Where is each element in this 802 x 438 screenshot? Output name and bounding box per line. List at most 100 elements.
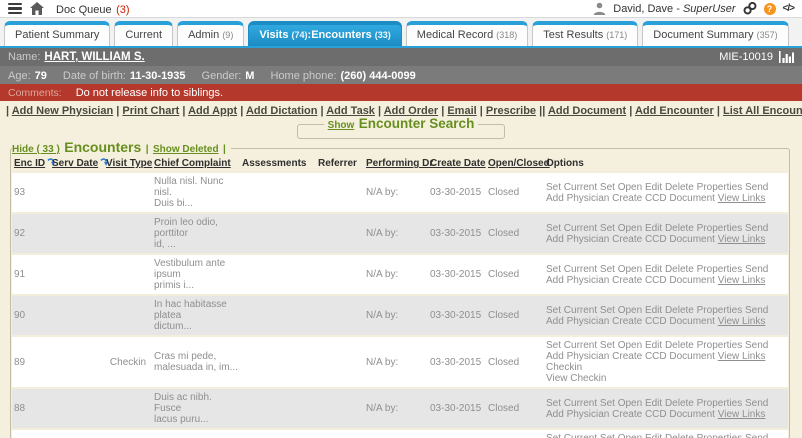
cell-options[interactable]: Set Current Set Open Edit Delete Propert… — [544, 388, 788, 429]
option-actions-line2[interactable]: Add Physician Create CCD Document — [546, 351, 718, 362]
tab-medical-record[interactable]: Medical Record (318) — [405, 21, 529, 46]
hamburger-menu-icon[interactable] — [8, 2, 22, 15]
column-header-enc-id[interactable]: Enc ID — [12, 157, 56, 172]
cell-options[interactable]: Set Current Set Open Edit Delete Propert… — [544, 429, 788, 438]
action-prescribe[interactable]: Prescribe — [485, 105, 537, 117]
tab-patient-summary[interactable]: Patient Summary — [4, 21, 111, 46]
cell-referrer — [316, 254, 364, 295]
permalink-chain-icon[interactable] — [743, 2, 757, 15]
cell-assessments — [240, 254, 316, 295]
action-list-all-encounters[interactable]: List All Encounters — [723, 105, 802, 117]
action-print-chart[interactable]: Print Chart — [122, 105, 180, 117]
option-actions-line1[interactable]: Set Current Set Open Edit Delete Propert… — [546, 304, 769, 316]
action-add-document[interactable]: Add Document — [547, 105, 627, 117]
option-actions-line2[interactable]: Add Physician Create CCD Document — [546, 233, 718, 245]
option-actions-line1[interactable]: Set Current Set Open Edit Delete Propert… — [546, 340, 769, 351]
code-icon[interactable]: </> — [782, 3, 796, 14]
encounter-row-88: 88 Duis ac nibh. Fusce lacus puru... N/A by… — [12, 388, 788, 429]
cell-referrer — [316, 336, 364, 388]
column-header-performing-dr-[interactable]: Performing Dr. — [366, 158, 436, 169]
view-links-link[interactable]: View Links — [717, 274, 766, 286]
action-add-order[interactable]: Add Order — [383, 105, 439, 117]
encounters-title: Encounters — [64, 139, 142, 155]
option-actions-line2[interactable]: Add Physician Create CCD Document — [546, 192, 718, 204]
cell-visit-type: Checkin — [109, 356, 147, 368]
doc-queue-count: (3) — [116, 3, 130, 16]
view-links-link[interactable]: View Links — [717, 192, 766, 204]
option-view-checkin[interactable]: View Checkin — [546, 373, 607, 384]
action-add-encounter[interactable]: Add Encounter — [634, 105, 714, 117]
doc-queue-title: Doc Queue — [56, 3, 112, 16]
tab-document-summary[interactable]: Document Summary (357) — [642, 21, 789, 46]
tab-bar: Patient Summary Current Admin (9) Visits (7… — [0, 18, 802, 48]
option-actions-line2[interactable]: Add Physician Create CCD Document — [546, 408, 718, 420]
cell-enc-id: 93 — [14, 187, 26, 198]
cell-options[interactable]: Set Current Set Open Edit Delete Propert… — [544, 213, 788, 254]
age-value: 79 — [34, 70, 47, 82]
comments-text: Do not release info to siblings. — [75, 86, 224, 99]
option-actions-line1[interactable]: Set Current Set Open Edit Delete Propert… — [546, 222, 769, 234]
view-links-link[interactable]: View Links — [717, 351, 766, 362]
cell-chief-complaint: Nulla nisl. Nunc nisl. Duis bi... — [154, 176, 224, 209]
view-links-link[interactable]: View Links — [717, 408, 766, 420]
cell-visit-type — [104, 254, 152, 295]
cell-serv-date — [50, 388, 104, 429]
home-icon[interactable] — [30, 2, 44, 15]
help-icon[interactable]: ? — [763, 2, 776, 15]
cell-enc-id: 87 — [12, 429, 50, 438]
cell-referrer — [316, 295, 364, 336]
cell-options[interactable]: Set Current Set Open Edit Delete Propert… — [544, 254, 788, 295]
option-actions-line2[interactable]: Add Physician Create CCD Document — [546, 315, 718, 327]
show-search-link[interactable]: Show — [327, 120, 355, 131]
column-header-create-date[interactable]: Create Date — [430, 158, 486, 169]
cell-options[interactable]: Set Current Set Open Edit Delete Propert… — [544, 336, 788, 388]
column-header-serv-date[interactable]: Serv Date — [50, 157, 109, 172]
tab-test-results[interactable]: Test Results (171) — [532, 21, 639, 46]
tab-visits-encounters[interactable]: Visits (74):Encounters (33) — [248, 21, 402, 46]
sort-arrow-icon[interactable] — [47, 158, 56, 167]
column-header-chief-complaint[interactable]: Chief Complaint — [154, 158, 231, 169]
user-name: David, Dave - — [613, 2, 683, 15]
cell-referrer — [316, 213, 364, 254]
cell-open-closed: Closed — [488, 228, 520, 239]
column-header-open-closed[interactable]: Open/Closed — [488, 158, 550, 169]
option-checkin[interactable]: Checkin — [546, 362, 583, 373]
chart-actions-right: | Add Document | Add Encounter | List Al… — [542, 105, 802, 117]
action-add-new-physician[interactable]: Add New Physician — [11, 105, 114, 117]
cell-performing-dr: N/A by: — [366, 228, 399, 239]
action-add-task[interactable]: Add Task — [326, 105, 375, 117]
option-actions-line1[interactable]: Set Current Set Open Edit Delete Propert… — [546, 433, 768, 438]
hide-encounters-link[interactable]: Hide ( 33 ) — [12, 144, 60, 155]
patient-name-link[interactable]: HART, WILLIAM S. — [44, 51, 145, 63]
cell-options[interactable]: Set Current Set Open Edit Delete Propert… — [544, 172, 788, 213]
pipe: | — [223, 144, 226, 155]
view-links-link[interactable]: View Links — [717, 233, 766, 245]
cell-serv-date — [50, 172, 104, 213]
option-actions-line1[interactable]: Set Current Set Open Edit Delete Propert… — [546, 181, 769, 193]
option-actions-line1[interactable]: Set Current Set Open Edit Delete Propert… — [546, 263, 769, 275]
doc-queue-link[interactable]: Doc Queue (3) — [52, 0, 130, 18]
column-header-visit-type[interactable]: Visit Type — [106, 158, 153, 169]
cell-create-date: 03-30-2015 — [430, 228, 482, 239]
view-links-link[interactable]: View Links — [717, 315, 766, 327]
cell-chief-complaint — [152, 429, 240, 438]
cell-chief-complaint: Proin leo odio, porttitor id, ... — [154, 217, 218, 250]
flowsheet-chart-icon[interactable] — [779, 51, 794, 63]
chart-actions-left: | Add New Physician | Print Chart | Add … — [6, 105, 543, 117]
action-email[interactable]: Email — [447, 105, 477, 117]
cell-options[interactable]: Set Current Set Open Edit Delete Propert… — [544, 295, 788, 336]
tab-admin[interactable]: Admin (9) — [177, 21, 245, 46]
column-header-options: Options — [546, 158, 584, 169]
show-deleted-link[interactable]: Show Deleted — [152, 144, 219, 155]
user-menu[interactable]: David, Dave - SuperUser — [613, 3, 735, 15]
action-add-appt[interactable]: Add Appt — [188, 105, 238, 117]
cell-performing-dr: N/A by: — [366, 269, 399, 280]
cell-performing-dr: N/A by: — [366, 356, 399, 368]
cell-enc-id: 91 — [14, 269, 26, 280]
option-actions-line2[interactable]: Add Physician Create CCD Document — [546, 274, 718, 286]
name-label: Name: — [8, 51, 41, 63]
tab-current[interactable]: Current — [114, 21, 174, 46]
action-add-dictation[interactable]: Add Dictation — [245, 105, 318, 117]
option-actions-line1[interactable]: Set Current Set Open Edit Delete Propert… — [546, 397, 769, 409]
sort-arrow-icon[interactable] — [100, 158, 109, 167]
